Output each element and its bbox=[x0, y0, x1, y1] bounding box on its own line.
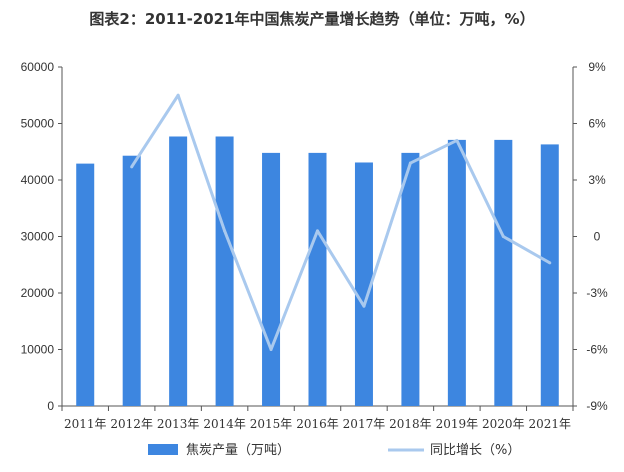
x-tick-label: 2012年 bbox=[110, 417, 153, 431]
growth-line bbox=[130, 93, 551, 351]
x-tick-label: 2014年 bbox=[203, 417, 246, 431]
line-point bbox=[176, 93, 180, 97]
chart-title: 图表2：2011-2021年中国焦炭产量增长趋势（单位：万吨，%） bbox=[89, 10, 535, 28]
line-point bbox=[362, 304, 366, 308]
x-tick-label: 2016年 bbox=[296, 417, 339, 431]
legend-bar-swatch bbox=[148, 444, 178, 455]
x-tick-label: 2013年 bbox=[157, 417, 200, 431]
y-left-tick-label: 60000 bbox=[21, 60, 55, 74]
y-left-tick-label: 10000 bbox=[21, 343, 55, 357]
line-point bbox=[269, 348, 273, 351]
y-left-tick-label: 0 bbox=[47, 399, 54, 413]
bar bbox=[494, 139, 513, 406]
y-right-tick-label: 3% bbox=[588, 173, 606, 187]
y-left-tick-label: 30000 bbox=[21, 230, 55, 244]
bar bbox=[169, 136, 188, 406]
line-point bbox=[130, 165, 134, 169]
bar bbox=[215, 136, 234, 406]
bar bbox=[122, 155, 141, 406]
legend-line-label: 同比增长（%） bbox=[430, 443, 520, 458]
x-tick-label: 2015年 bbox=[250, 417, 293, 431]
y-left-tick-label: 20000 bbox=[21, 286, 55, 300]
y-right-tick-label: 9% bbox=[588, 60, 606, 74]
x-tick-label: 2017年 bbox=[343, 417, 386, 431]
y-right-tick-label: -6% bbox=[586, 343, 608, 357]
line-point bbox=[408, 161, 412, 165]
x-tick-label: 2019年 bbox=[436, 417, 479, 431]
bar bbox=[401, 152, 420, 406]
bar bbox=[76, 163, 95, 406]
x-tick-label: 2011年 bbox=[64, 417, 107, 431]
bar bbox=[354, 162, 373, 406]
line-point bbox=[501, 235, 505, 238]
y-right-tick-label: -3% bbox=[586, 286, 608, 300]
x-tick-label: 2021年 bbox=[528, 417, 571, 431]
y-left-tick-label: 50000 bbox=[21, 117, 55, 131]
line-point bbox=[455, 138, 459, 142]
y-left-tick-label: 40000 bbox=[21, 173, 55, 187]
bar bbox=[308, 152, 327, 406]
x-tick-label: 2018年 bbox=[389, 417, 432, 431]
bar bbox=[540, 144, 559, 406]
line-point bbox=[548, 261, 552, 265]
legend-bar-label: 焦炭产量（万吨） bbox=[186, 443, 290, 458]
y-right-tick-label: 0 bbox=[594, 230, 601, 244]
y-right-tick-label: -9% bbox=[586, 399, 608, 413]
y-right-tick-label: 6% bbox=[588, 117, 606, 131]
x-tick-label: 2020年 bbox=[482, 417, 525, 431]
bar bbox=[447, 139, 466, 406]
line-point bbox=[316, 229, 319, 233]
line-point bbox=[223, 229, 227, 233]
bar bbox=[262, 152, 281, 406]
